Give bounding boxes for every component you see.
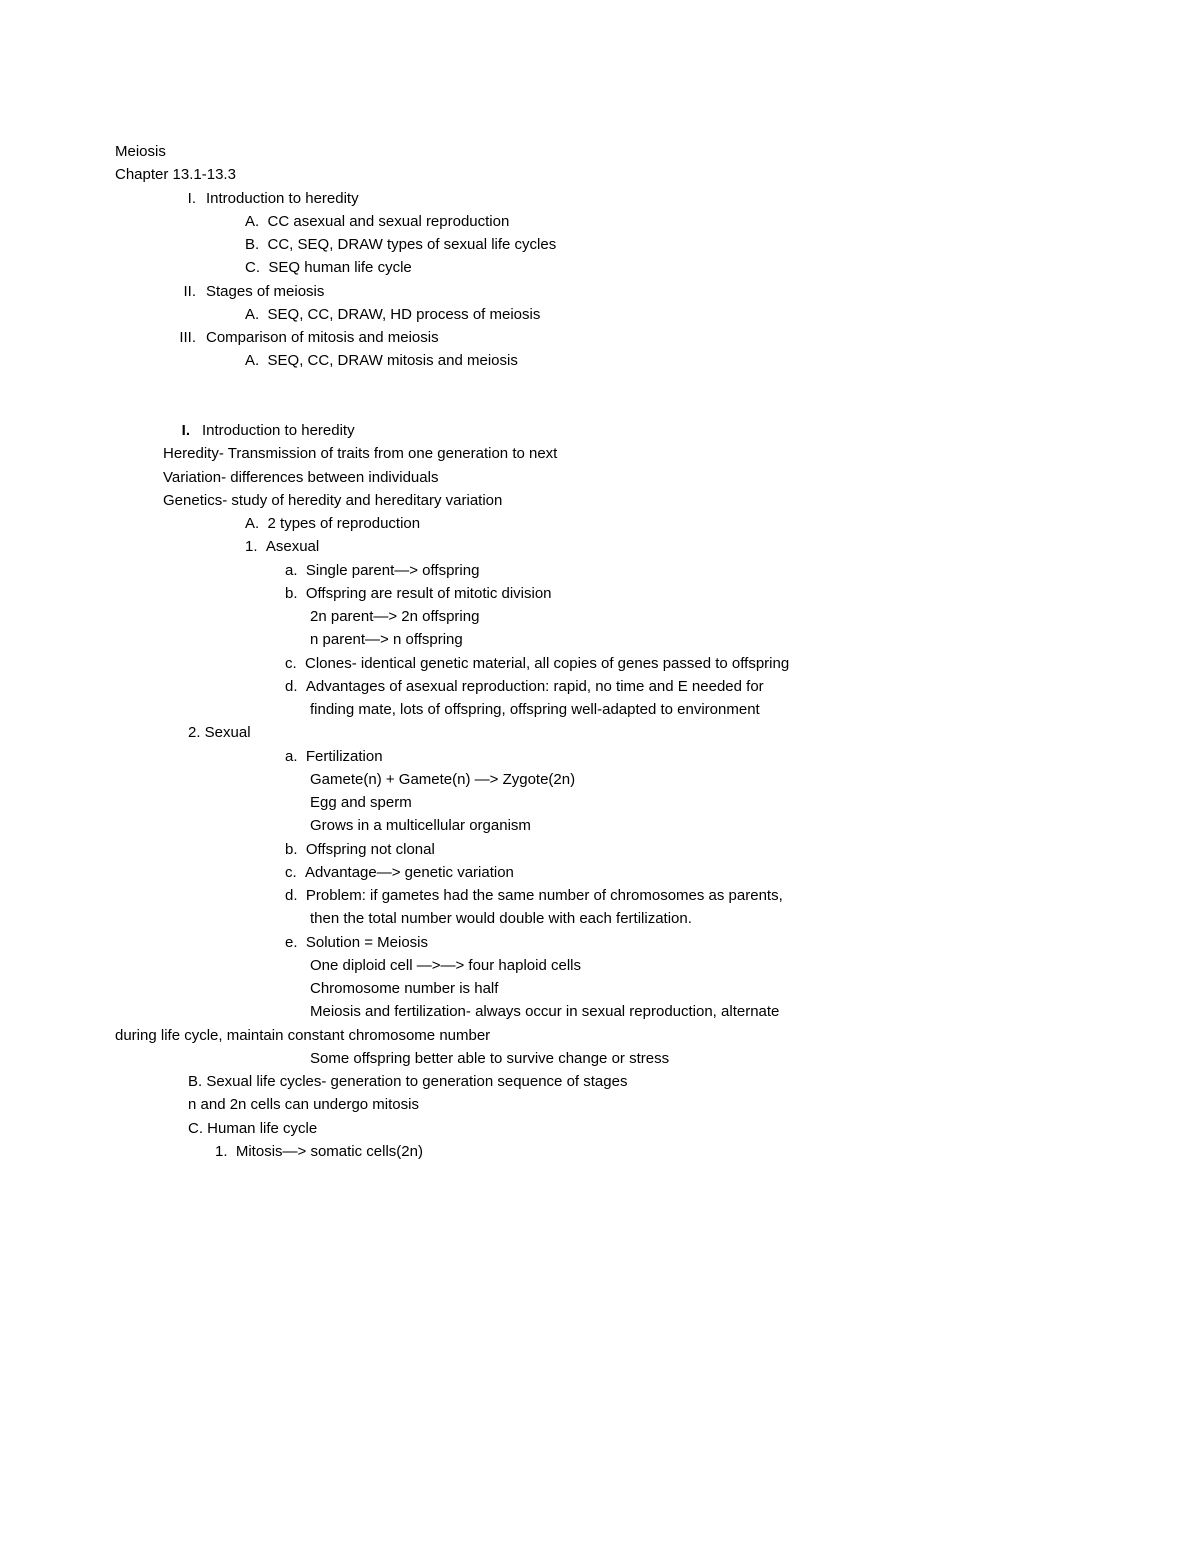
- outline-sub: A. SEQ, CC, DRAW mitosis and meiosis: [115, 349, 1085, 372]
- roman-marker-bold: I.: [148, 419, 202, 442]
- list-item: b. Offspring not clonal: [115, 838, 1085, 861]
- spacer: [115, 396, 1085, 419]
- outline-label: Comparison of mitosis and meiosis: [206, 329, 439, 346]
- list-item: 1. Asexual: [115, 535, 1085, 558]
- list-cont: finding mate, lots of offspring, offspri…: [115, 698, 1085, 721]
- outline-label: Stages of meiosis: [206, 283, 324, 300]
- document-page: Meiosis Chapter 13.1-13.3 I.Introduction…: [0, 0, 1200, 1223]
- list-item: d. Advantages of asexual reproduction: r…: [115, 675, 1085, 698]
- outline-sub: A. SEQ, CC, DRAW, HD process of meiosis: [115, 303, 1085, 326]
- list-cont: 2n parent—> 2n offspring: [115, 605, 1085, 628]
- roman-marker: III.: [148, 326, 206, 349]
- definition: Variation- differences between individua…: [115, 466, 1085, 489]
- list-cont: then the total number would double with …: [115, 907, 1085, 930]
- section-heading: Introduction to heredity: [202, 422, 355, 439]
- list-item: A. 2 types of reproduction: [115, 512, 1085, 535]
- list-item: C. Human life cycle: [115, 1117, 1085, 1140]
- list-item: 1. Mitosis—> somatic cells(2n): [115, 1140, 1085, 1163]
- roman-marker: I.: [148, 187, 206, 210]
- list-item: a. Fertilization: [115, 745, 1085, 768]
- outline-sub: C. SEQ human life cycle: [115, 256, 1085, 279]
- list-cont: n and 2n cells can undergo mitosis: [115, 1093, 1085, 1116]
- list-item: a. Single parent—> offspring: [115, 559, 1085, 582]
- outline-row: III.Comparison of mitosis and meiosis: [115, 326, 1085, 349]
- list-item: d. Problem: if gametes had the same numb…: [115, 884, 1085, 907]
- definition: Heredity- Transmission of traits from on…: [115, 442, 1085, 465]
- list-item: b. Offspring are result of mitotic divis…: [115, 582, 1085, 605]
- list-cont: Egg and sperm: [115, 791, 1085, 814]
- list-item: B. Sexual life cycles- generation to gen…: [115, 1070, 1085, 1093]
- outline-row: II.Stages of meiosis: [115, 280, 1085, 303]
- list-cont: n parent—> n offspring: [115, 628, 1085, 651]
- outline-sub: A. CC asexual and sexual reproduction: [115, 210, 1085, 233]
- roman-marker: II.: [148, 280, 206, 303]
- list-cont-wrap: during life cycle, maintain constant chr…: [115, 1024, 1085, 1047]
- section-heading-row: I.Introduction to heredity: [115, 419, 1085, 442]
- spacer: [115, 373, 1085, 396]
- list-item: e. Solution = Meiosis: [115, 931, 1085, 954]
- list-cont: Meiosis and fertilization- always occur …: [115, 1000, 1085, 1023]
- list-item: c. Advantage—> genetic variation: [115, 861, 1085, 884]
- definition: Genetics- study of heredity and heredita…: [115, 489, 1085, 512]
- list-cont: Gamete(n) + Gamete(n) —> Zygote(2n): [115, 768, 1085, 791]
- list-cont: Grows in a multicellular organism: [115, 814, 1085, 837]
- outline-label: Introduction to heredity: [206, 190, 359, 207]
- list-item: 2. Sexual: [115, 721, 1085, 744]
- outline-row: I.Introduction to heredity: [115, 187, 1085, 210]
- doc-subtitle: Chapter 13.1-13.3: [115, 163, 1085, 186]
- list-cont: One diploid cell —>—> four haploid cells: [115, 954, 1085, 977]
- doc-title: Meiosis: [115, 140, 1085, 163]
- list-cont: Chromosome number is half: [115, 977, 1085, 1000]
- list-item: c. Clones- identical genetic material, a…: [115, 652, 1085, 675]
- list-cont: Some offspring better able to survive ch…: [115, 1047, 1085, 1070]
- outline-sub: B. CC, SEQ, DRAW types of sexual life cy…: [115, 233, 1085, 256]
